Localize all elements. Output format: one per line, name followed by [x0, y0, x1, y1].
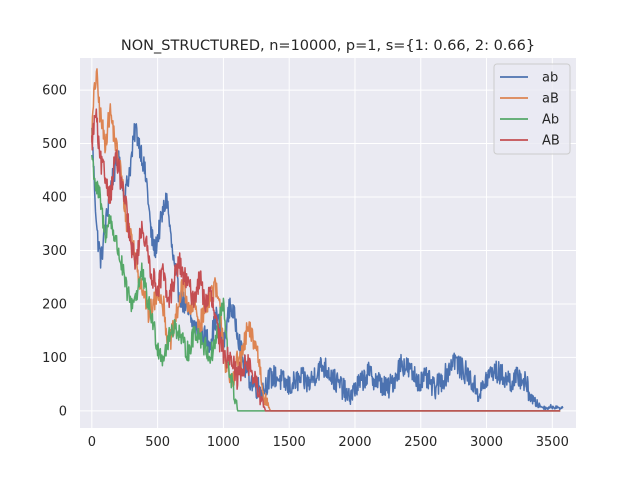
legend-label: ab [542, 71, 558, 86]
x-tick-label: 3000 [470, 435, 503, 450]
series-line-ab [91, 108, 561, 412]
y-tick-label: 600 [42, 84, 67, 99]
x-tick-label: 1000 [207, 435, 240, 450]
x-tick-label: 2000 [338, 435, 371, 450]
x-tick-label: 0 [88, 435, 96, 450]
series-lines [91, 68, 564, 412]
x-axis-ticks: 0 500 1000 1500 2000 2500 3000 3500 [88, 435, 569, 450]
y-axis-ticks: 0 100 200 300 400 500 600 [42, 84, 67, 420]
y-tick-label: 300 [42, 244, 67, 259]
grid-lines [80, 58, 576, 428]
y-tick-label: 200 [42, 297, 67, 312]
chart-title: NON_STRUCTURED, n=10000, p=1, s={1: 0.66… [121, 38, 535, 54]
legend-label: AB [542, 134, 560, 149]
x-tick-label: 500 [145, 435, 170, 450]
legend: ab aB Ab AB [493, 63, 571, 155]
y-tick-label: 400 [42, 191, 67, 206]
series-line-ab [91, 123, 564, 411]
y-tick-label: 0 [59, 404, 67, 419]
x-tick-label: 3500 [536, 435, 569, 450]
x-tick-label: 1500 [273, 435, 306, 450]
y-tick-label: 500 [42, 137, 67, 152]
x-tick-label: 2500 [404, 435, 437, 450]
y-tick-label: 100 [42, 351, 67, 366]
legend-box [493, 63, 571, 155]
legend-label: aB [542, 92, 559, 107]
legend-label: Ab [542, 113, 559, 128]
